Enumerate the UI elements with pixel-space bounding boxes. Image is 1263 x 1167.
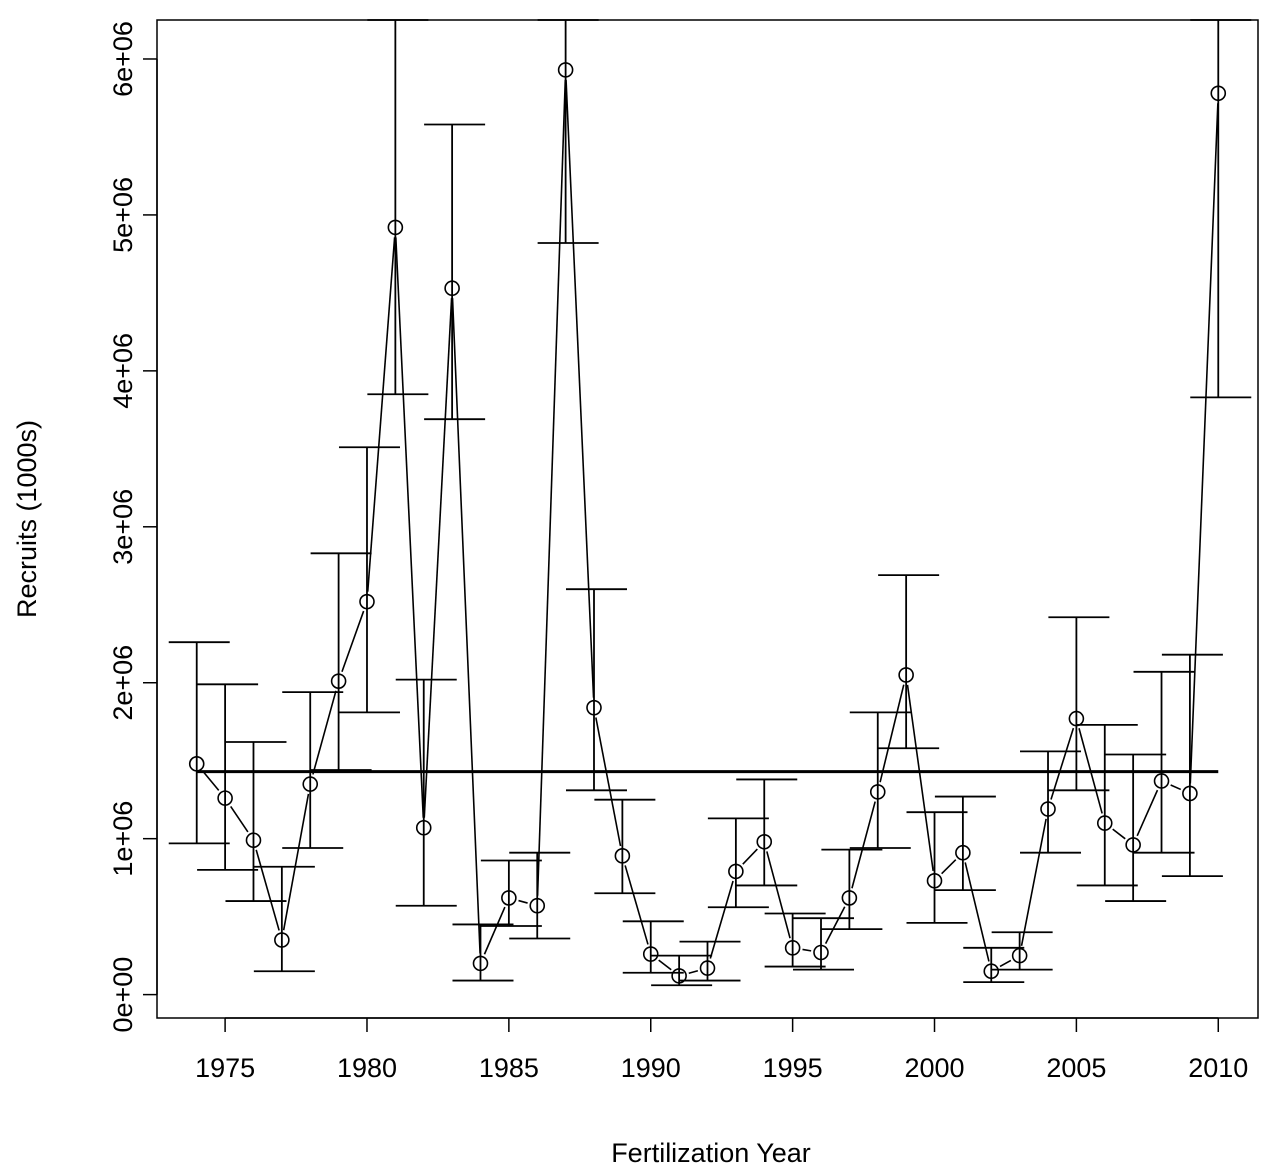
x-tick-label: 1985 (479, 1053, 539, 1083)
series-segment (851, 801, 876, 889)
data-point (1125, 837, 1141, 853)
y-tick-label: 6e+06 (108, 21, 138, 97)
x-tick-label: 1975 (195, 1053, 255, 1083)
data-point (869, 784, 886, 800)
data-point (1182, 785, 1198, 802)
series-segment (255, 849, 280, 931)
data-point (586, 699, 602, 716)
data-point (699, 960, 716, 976)
data-point (302, 776, 319, 792)
series-segment (999, 959, 1012, 968)
series-segment (658, 959, 672, 971)
series-segment (1020, 818, 1047, 946)
series-segment (802, 948, 812, 952)
series-segment (395, 237, 425, 818)
y-tick-label: 3e+06 (108, 489, 138, 565)
y-tick-label: 0e+00 (108, 957, 138, 1033)
series-segment (423, 298, 453, 818)
data-point (1096, 815, 1113, 831)
series-segment (230, 805, 249, 833)
series-segment (688, 969, 699, 975)
series-segment (282, 793, 310, 931)
y-tick-label: 1e+06 (108, 801, 138, 877)
error-bars (168, 19, 1252, 987)
data-point (1040, 801, 1056, 817)
series-segment (1170, 784, 1182, 791)
series-segment (536, 79, 567, 896)
data-point (245, 832, 262, 849)
data-point (642, 946, 659, 962)
data-point (898, 667, 914, 683)
series-segment (518, 899, 528, 904)
data-point (756, 833, 773, 850)
data-point (728, 863, 744, 880)
series-segment (565, 79, 595, 698)
series-segment (941, 859, 957, 875)
data-point (614, 848, 631, 864)
x-tick-label: 1995 (763, 1053, 823, 1083)
y-tick-label: 2e+06 (108, 645, 138, 721)
data-point (188, 756, 205, 772)
x-tick-label: 1980 (337, 1053, 397, 1083)
series-segment (451, 298, 481, 954)
series-line (202, 79, 1219, 975)
series-segment (742, 848, 758, 865)
series-segment (1189, 103, 1219, 784)
series-segment (906, 684, 934, 871)
data-point (529, 897, 546, 914)
data-point (841, 890, 858, 906)
series-segment (595, 717, 622, 847)
data-point (217, 790, 233, 806)
data-point (274, 932, 290, 948)
series-segment (341, 610, 365, 673)
data-point (415, 819, 432, 836)
series-segment (709, 880, 734, 959)
series-segment (879, 684, 905, 783)
data-point (444, 280, 460, 297)
series-segment (483, 906, 506, 955)
series-segment (366, 237, 396, 592)
series-segment (624, 865, 649, 945)
series-segment (1050, 727, 1075, 800)
data-point (1210, 85, 1227, 102)
series-segment (1112, 828, 1126, 840)
x-tick-label: 2000 (904, 1053, 964, 1083)
data-point (784, 940, 801, 956)
data-point (472, 955, 489, 972)
series-segment (1136, 789, 1159, 837)
data-point (926, 872, 943, 889)
plot-area-frame (156, 19, 1259, 1019)
y-axis: 0e+00 1e+06 2e+06 3e+06 4e+06 5e+06 6e+06 (108, 21, 158, 1033)
data-point (983, 963, 1000, 980)
data-point (955, 844, 971, 861)
data-point (671, 968, 687, 984)
data-point (813, 944, 829, 961)
series-segment (1078, 728, 1103, 814)
x-tick-label: 2010 (1188, 1053, 1248, 1083)
y-axis-label: Recruits (1000s) (12, 420, 42, 618)
data-point (359, 593, 375, 610)
series-segment (312, 690, 337, 775)
x-tick-label: 2005 (1046, 1053, 1106, 1083)
series-segment (964, 862, 990, 962)
data-point (330, 673, 347, 689)
series-segment (202, 771, 220, 791)
series-segment (824, 906, 846, 945)
x-axis-label: Fertilization Year (611, 1138, 811, 1167)
data-point (1153, 773, 1170, 789)
x-axis: 1975 1980 1985 1990 1995 2000 2005 2010 (195, 1017, 1248, 1083)
data-points (188, 62, 1227, 984)
x-tick-label: 1990 (621, 1053, 681, 1083)
data-point (1068, 710, 1085, 727)
series-segment (766, 851, 791, 939)
data-point (387, 219, 404, 236)
data-point (501, 890, 517, 906)
y-tick-label: 5e+06 (108, 177, 138, 253)
data-point (1011, 947, 1028, 964)
data-point (557, 62, 574, 78)
y-tick-label: 4e+06 (108, 333, 138, 409)
